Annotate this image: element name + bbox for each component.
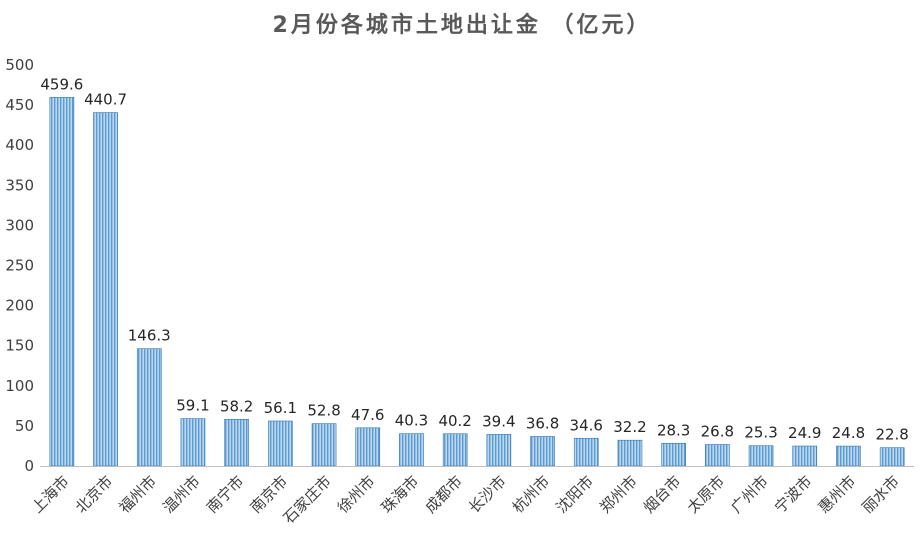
- y-tick-label: 200: [5, 297, 34, 315]
- bar: [93, 112, 118, 467]
- bar: [792, 445, 818, 467]
- bar: [836, 445, 861, 467]
- bars-group: [49, 97, 905, 467]
- bar: [617, 439, 643, 467]
- bar: [136, 348, 162, 467]
- bar: [661, 443, 686, 467]
- x-tick-label: 福州市: [116, 472, 161, 517]
- y-tick-label: 100: [5, 377, 34, 395]
- data-label: 32.2: [613, 418, 646, 436]
- y-tick-label: 450: [5, 96, 34, 114]
- x-tick-label: 石家庄市: [280, 472, 335, 527]
- data-label: 22.8: [875, 426, 908, 444]
- y-axis: 0 50 100 150 200 250 300 350 400 450 500: [5, 56, 34, 475]
- bar: [49, 97, 75, 467]
- x-tick-label: 广州市: [727, 472, 772, 517]
- y-tick-label: 0: [24, 457, 34, 475]
- x-tick-label: 温州市: [159, 472, 204, 517]
- data-label: 58.2: [220, 397, 253, 415]
- data-label: 459.6: [40, 75, 83, 93]
- x-tick-label: 沈阳市: [553, 472, 598, 517]
- x-tick-label: 长沙市: [465, 472, 510, 517]
- x-tick-label: 太原市: [684, 472, 729, 517]
- bar: [486, 434, 512, 467]
- data-label: 28.3: [657, 421, 690, 439]
- x-tick-label: 珠海市: [378, 472, 423, 517]
- y-tick-label: 150: [5, 337, 34, 355]
- x-tick-label: 烟台市: [640, 472, 685, 517]
- x-tick-label: 北京市: [72, 472, 117, 517]
- y-tick-label: 400: [5, 136, 34, 154]
- x-tick-label: 成都市: [421, 472, 466, 517]
- bar: [879, 447, 905, 467]
- data-label: 40.2: [438, 412, 471, 430]
- bar: [224, 419, 249, 467]
- y-tick-label: 250: [5, 257, 34, 275]
- y-tick-label: 500: [5, 56, 34, 74]
- y-tick-label: 50: [15, 417, 34, 435]
- data-label: 40.3: [395, 412, 428, 430]
- data-label: 39.4: [482, 412, 515, 430]
- x-tick-label: 惠州市: [815, 472, 860, 517]
- data-label: 26.8: [701, 423, 734, 441]
- data-label: 52.8: [307, 402, 340, 420]
- bar: [530, 436, 555, 467]
- data-label: 24.9: [788, 424, 821, 442]
- data-label: 56.1: [264, 399, 297, 417]
- bar: [748, 445, 774, 467]
- data-label: 59.1: [176, 397, 209, 415]
- x-tick-label: 宁波市: [771, 472, 816, 517]
- x-tick-label: 杭州市: [509, 472, 554, 517]
- data-label: 34.6: [570, 416, 603, 434]
- bar: [573, 437, 599, 467]
- x-tick-label: 南宁市: [203, 472, 248, 517]
- bar: [180, 418, 206, 467]
- x-tick-label: 丽水市: [858, 472, 903, 517]
- y-tick-label: 350: [5, 176, 34, 194]
- data-label: 440.7: [84, 91, 127, 109]
- data-label: 47.6: [351, 406, 384, 424]
- data-label: 146.3: [128, 327, 171, 345]
- data-label: 24.8: [832, 424, 865, 442]
- x-tick-label: 上海市: [28, 472, 73, 517]
- data-label: 25.3: [744, 424, 777, 442]
- bar: [268, 420, 293, 467]
- chart-title: 2月份各城市土地出让金 （亿元）: [273, 12, 652, 38]
- x-tick-label: 郑州市: [596, 472, 641, 517]
- bar: [355, 427, 381, 467]
- bar: [442, 433, 468, 467]
- y-tick-label: 300: [5, 216, 34, 234]
- bar: [399, 433, 424, 467]
- bar: [311, 423, 337, 467]
- x-tick-label: 徐州市: [334, 472, 379, 517]
- bar: [705, 444, 730, 467]
- data-label: 36.8: [526, 414, 559, 432]
